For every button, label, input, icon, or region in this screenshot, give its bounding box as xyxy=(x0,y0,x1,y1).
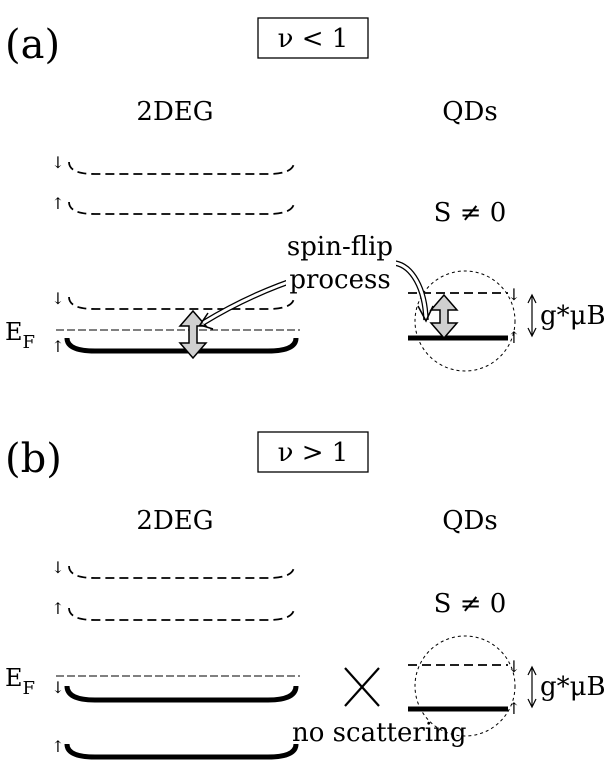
spin-up-arrow-a1: ↑ xyxy=(51,194,64,213)
qd-spin-up-arrow-a: ↑ xyxy=(507,328,520,347)
spin-down-arrow-a1: ↓ xyxy=(51,153,64,172)
process-label-line2: process xyxy=(289,265,390,295)
process-label-bg xyxy=(286,228,396,298)
condition-a: ν < 1 xyxy=(278,24,349,54)
spin-down-arrow-a2: ↓ xyxy=(51,289,64,308)
landau-level-0-up-b xyxy=(64,743,299,760)
2deg-title-a: 2DEG xyxy=(136,97,213,127)
zeeman-arrowheads-b xyxy=(527,665,537,709)
qds-title-a: QDs xyxy=(442,97,498,127)
qds-title-b: QDs xyxy=(442,506,498,536)
fermi-label-b: EF xyxy=(5,664,35,699)
spin-up-arrow-b1: ↑ xyxy=(51,599,64,618)
spin-down-arrow-b2: ↓ xyxy=(51,678,64,697)
panel-b: (b) ν > 1 2DEG QDs S ≠ 0 ↓ ↑ ↓ ↑ EF ↓ ↑ … xyxy=(5,431,606,760)
condition-box-b xyxy=(257,431,369,473)
qd-circle-b xyxy=(414,635,516,737)
x-mark-line2 xyxy=(344,667,380,707)
spin-up-arrow-b2: ↑ xyxy=(51,737,64,756)
spin-flip-double-arrow-2deg xyxy=(178,309,208,360)
no-scattering-label: no scattering xyxy=(292,718,466,748)
spin-flip-double-arrow-qd xyxy=(429,293,459,340)
landau-level-1-down-a xyxy=(68,161,295,175)
2deg-title-b: 2DEG xyxy=(136,506,213,536)
landau-level-1-up-a xyxy=(68,201,295,215)
process-arrowhead-2deg xyxy=(198,312,214,330)
spin-down-arrow-b1: ↓ xyxy=(51,558,64,577)
spin-state-b: S ≠ 0 xyxy=(434,589,507,619)
qd-spin-up-arrow-b: ↑ xyxy=(507,699,520,718)
landau-level-0-down-a xyxy=(68,296,295,310)
landau-level-1-up-b xyxy=(68,607,295,621)
spin-state-a: S ≠ 0 xyxy=(434,198,507,228)
qd-spin-down-arrow-b: ↓ xyxy=(507,657,520,676)
zeeman-arrowheads-a xyxy=(527,293,537,338)
spin-up-arrow-a2: ↑ xyxy=(51,337,64,356)
panel-a: (a) ν < 1 2DEG QDs S ≠ 0 ↓ ↑ ↓ ↑ EF ↓ ↑ … xyxy=(5,17,606,372)
qd-circle-a xyxy=(414,270,516,372)
process-arrowhead-qd xyxy=(417,305,434,323)
zeeman-label-a: g*μB xyxy=(540,301,606,331)
landau-level-0-down-b xyxy=(64,685,299,703)
panel-b-label: (b) xyxy=(5,436,62,482)
condition-b: ν > 1 xyxy=(278,438,349,468)
fermi-label-a: EF xyxy=(5,318,35,353)
landau-level-1-down-b xyxy=(68,565,295,579)
condition-box-a xyxy=(257,17,369,59)
qd-spin-down-arrow-a: ↓ xyxy=(507,285,520,304)
zeeman-label-b: g*μB xyxy=(540,672,606,702)
process-label-line1: spin-flip xyxy=(287,232,393,262)
panel-a-label: (a) xyxy=(5,22,60,68)
landau-level-0-up-a xyxy=(64,337,299,354)
